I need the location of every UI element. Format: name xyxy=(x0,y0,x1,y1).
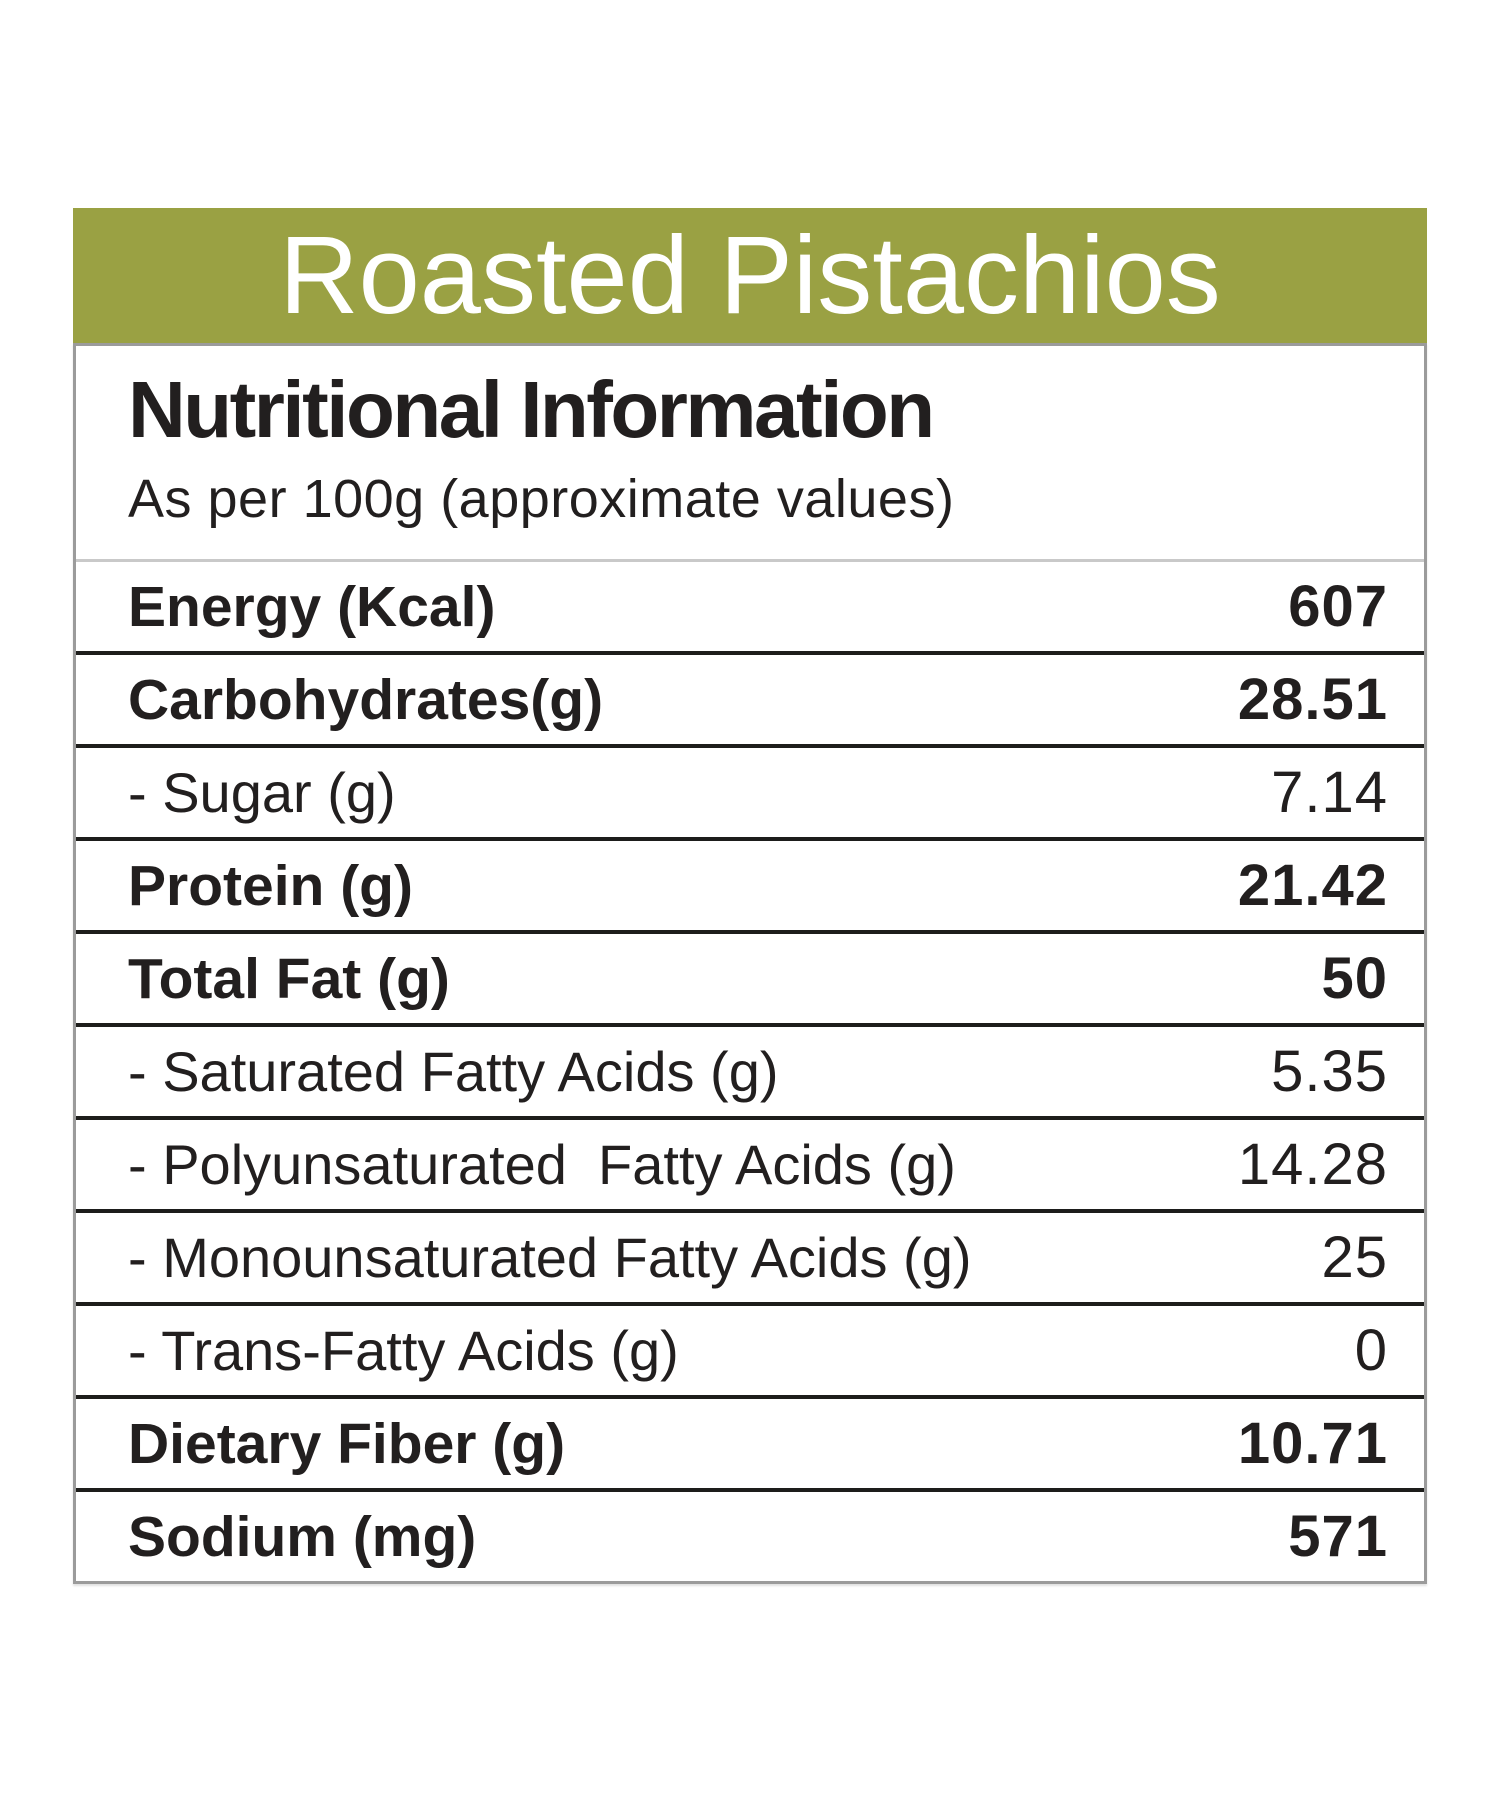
nutrient-value: 21.42 xyxy=(1237,853,1388,918)
nutrient-label: - Sugar (g) xyxy=(128,761,396,824)
nutrient-row: Protein (g) 21.42 xyxy=(76,837,1424,930)
nutrient-row: - Sugar (g) 7.14 xyxy=(76,744,1424,837)
nutrition-panel: Nutritional Information As per 100g (app… xyxy=(73,343,1427,1584)
panel-header: Nutritional Information As per 100g (app… xyxy=(76,346,1424,562)
nutrient-row: Dietary Fiber (g) 10.71 xyxy=(76,1395,1424,1488)
nutrient-label: Sodium (mg) xyxy=(128,1504,477,1569)
nutrient-value: 14.28 xyxy=(1237,1132,1388,1197)
nutrient-value: 10.71 xyxy=(1237,1411,1388,1476)
nutrient-rows: Energy (Kcal) 607 Carbohydrates(g) 28.51 - S… xyxy=(76,562,1424,1581)
nutrient-value: 28.51 xyxy=(1237,667,1388,732)
nutrient-label: Energy (Kcal) xyxy=(128,574,496,639)
nutrient-row: Energy (Kcal) 607 xyxy=(76,562,1424,651)
nutrient-value: 607 xyxy=(1288,574,1388,639)
nutrient-row: - Saturated Fatty Acids (g) 5.35 xyxy=(76,1023,1424,1116)
nutrient-value: 0 xyxy=(1354,1318,1388,1383)
nutrient-row: Carbohydrates(g) 28.51 xyxy=(76,651,1424,744)
nutrient-row: - Trans-Fatty Acids (g) 0 xyxy=(76,1302,1424,1395)
nutrient-label: - Saturated Fatty Acids (g) xyxy=(128,1040,779,1103)
nutrient-label: - Monounsaturated Fatty Acids (g) xyxy=(128,1226,972,1289)
nutrient-row: Sodium (mg) 571 xyxy=(76,1488,1424,1581)
nutrient-value: 5.35 xyxy=(1271,1039,1388,1104)
section-heading: Nutritional Information xyxy=(128,365,935,454)
nutrient-row: Total Fat (g) 50 xyxy=(76,930,1424,1023)
nutrient-label: - Trans-Fatty Acids (g) xyxy=(128,1319,679,1382)
product-title-bar: Roasted Pistachios xyxy=(73,208,1427,343)
nutrient-label: Carbohydrates(g) xyxy=(128,667,604,732)
nutrient-label: Total Fat (g) xyxy=(128,946,450,1011)
serving-note: As per 100g (approximate values) xyxy=(128,469,955,529)
nutrient-label: Protein (g) xyxy=(128,853,413,918)
nutrient-label: - Polyunsaturated Fatty Acids (g) xyxy=(128,1133,956,1196)
nutrition-label: Roasted Pistachios Nutritional Informati… xyxy=(73,208,1427,1584)
product-title: Roasted Pistachios xyxy=(279,213,1221,337)
nutrient-value: 25 xyxy=(1321,1225,1388,1290)
nutrient-value: 7.14 xyxy=(1271,760,1388,825)
nutrient-value: 50 xyxy=(1321,946,1388,1011)
nutrient-row: - Monounsaturated Fatty Acids (g) 25 xyxy=(76,1209,1424,1302)
nutrient-row: - Polyunsaturated Fatty Acids (g) 14.28 xyxy=(76,1116,1424,1209)
nutrient-value: 571 xyxy=(1288,1504,1388,1569)
nutrient-label: Dietary Fiber (g) xyxy=(128,1411,566,1476)
